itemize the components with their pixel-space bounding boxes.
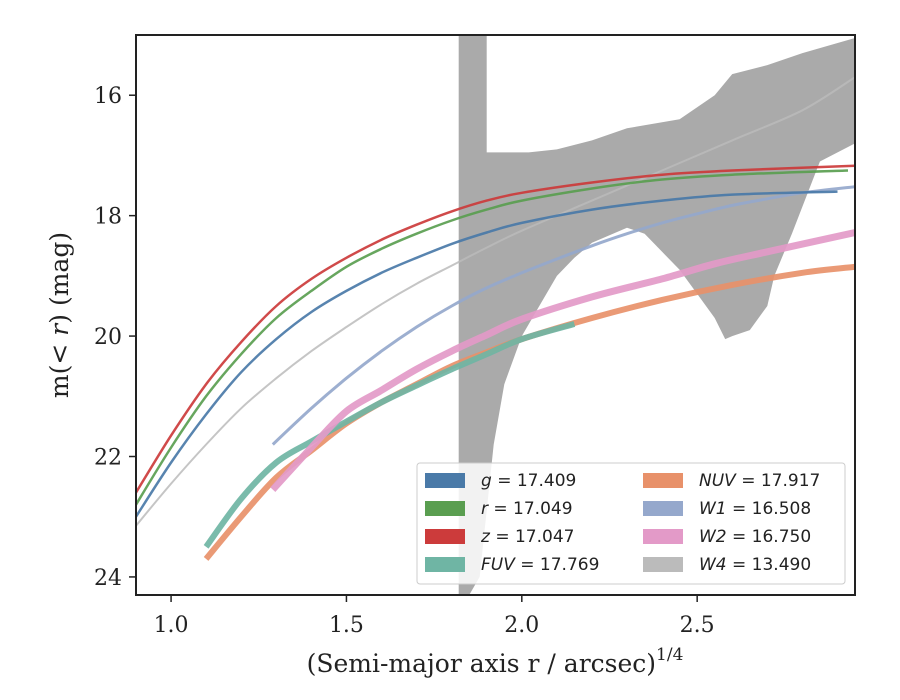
legend-swatch xyxy=(643,529,683,544)
y-axis: 16 18 20 22 24 xyxy=(94,84,136,591)
y-tick-label: 16 xyxy=(94,84,122,109)
series-line-w4 xyxy=(136,76,855,527)
legend-label: NUV = 17.917 xyxy=(699,471,820,491)
legend-swatch xyxy=(425,557,465,572)
y-tick-label: 24 xyxy=(94,566,122,591)
x-tick-label: 1.5 xyxy=(329,613,364,638)
legend-label: z = 17.047 xyxy=(480,527,574,547)
legend-label: g = 17.409 xyxy=(481,471,576,491)
legend-label: W4 = 13.490 xyxy=(699,555,811,575)
legend-label: r = 17.049 xyxy=(481,499,573,519)
y-tick-label: 18 xyxy=(94,205,122,230)
legend-swatch xyxy=(643,473,683,488)
x-tick-label: 2.0 xyxy=(504,613,539,638)
legend-swatch xyxy=(425,473,465,488)
w4-band-area xyxy=(458,35,855,595)
legend-swatch xyxy=(425,501,465,516)
legend-swatch xyxy=(643,557,683,572)
legend-swatch xyxy=(643,501,683,516)
series-layer xyxy=(136,76,855,561)
x-axis: 1.0 1.5 2.0 2.5 xyxy=(154,595,715,638)
legend-label: FUV = 17.769 xyxy=(481,555,599,575)
legend-label: W2 = 16.750 xyxy=(699,527,811,547)
y-axis-label: m(< r) (mag) xyxy=(45,232,74,398)
y-tick-label: 20 xyxy=(94,325,122,350)
y-tick-label: 22 xyxy=(94,446,122,471)
series-line-z xyxy=(136,164,855,494)
series-line-g xyxy=(136,190,838,518)
series-line-fuv xyxy=(203,321,576,549)
x-tick-label: 2.5 xyxy=(680,613,715,638)
legend: g = 17.409 r = 17.049 z = 17.047 FUV = 17.7… xyxy=(416,462,846,585)
plot-frame xyxy=(135,34,856,596)
legend-box xyxy=(416,462,846,585)
x-tick-label: 1.0 xyxy=(154,613,189,638)
legend-swatch xyxy=(425,529,465,544)
legend-label: W1 = 16.508 xyxy=(699,499,811,519)
x-axis-label: (Semi-major axis r / arcsec)1/4 xyxy=(307,645,684,678)
w4-uncertainty-band xyxy=(458,35,855,595)
series-line-w2 xyxy=(270,229,855,492)
series-line-r xyxy=(136,169,849,506)
series-line-w1 xyxy=(271,185,855,446)
